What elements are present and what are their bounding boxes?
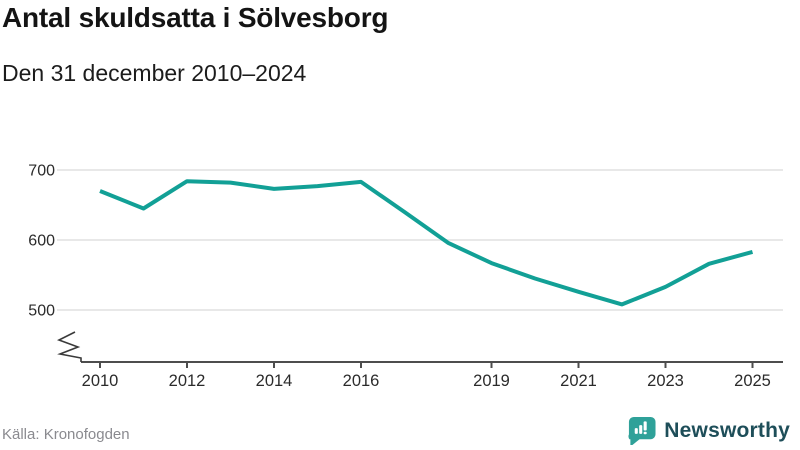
x-tick-label-2025: 2025 [734,372,771,390]
line-chart: 700 600 500 2010 2012 2014 2016 2019 2021 2023 202… [28,163,783,390]
newsworthy-logo: Newsworthy [627,416,790,445]
x-tick-label-2010: 2010 [82,372,119,390]
brand-wordmark: Newsworthy [664,418,790,442]
bar-2 [639,425,643,434]
bar-1 [635,428,639,434]
source-label: Källa: Kronofogden [2,426,130,443]
x-tick-label-2012: 2012 [169,372,206,390]
x-tick-label-2016: 2016 [343,372,380,390]
x-tick-label-2014: 2014 [256,372,293,390]
x-tick-label-2023: 2023 [647,372,684,390]
y-axis-break-squiggle [56,331,82,362]
x-tick-label-2021: 2021 [560,372,597,390]
y-tick-label-600: 600 [28,233,55,250]
exclamation-dot [643,431,648,435]
chart-subtitle: Den 31 december 2010–2024 [2,60,307,86]
x-tick-label-2019: 2019 [473,372,510,390]
newsworthy-bubble-chart-icon [628,416,656,445]
exclamation-bar [643,421,648,431]
y-tick-label-700: 700 [28,163,55,180]
chart-title: Antal skuldsatta i Sölvesborg [2,2,389,33]
y-tick-label-500: 500 [28,303,55,320]
data-line-antal-skuldsatta [99,179,754,307]
